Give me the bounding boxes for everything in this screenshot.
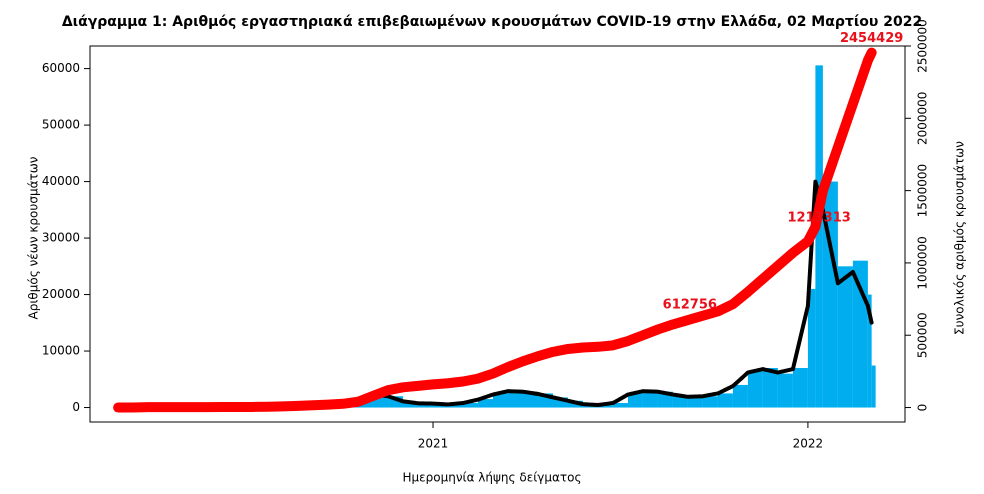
- bar: [733, 385, 748, 408]
- bar: [815, 65, 822, 407]
- x-tick-label: 2022: [793, 437, 824, 451]
- bar: [748, 371, 763, 408]
- plot-frame: [90, 46, 905, 422]
- bar: [853, 261, 868, 408]
- bar: [718, 393, 733, 407]
- y2-tick-label: 2500000: [916, 19, 930, 72]
- y2-tick-label: 1500000: [916, 164, 930, 217]
- y2-axis-label: Συνολικός αριθμός κρουσμάτων: [953, 141, 967, 335]
- y-tick-label: 0: [72, 400, 80, 414]
- y-tick-label: 50000: [42, 118, 80, 132]
- bar: [703, 396, 718, 407]
- y-tick-label: 20000: [42, 287, 80, 301]
- cumulative-line: [118, 53, 872, 408]
- x-axis-label: Ημερομηνία λήψης δείγματος: [402, 471, 581, 485]
- y2-tick-label: 500000: [916, 312, 930, 358]
- y2-tick-label: 0: [916, 404, 930, 412]
- bar: [793, 368, 808, 408]
- bar: [872, 366, 876, 408]
- x-tick-label: 2021: [418, 437, 449, 451]
- y-tick-label: 40000: [42, 174, 80, 188]
- bar: [778, 374, 793, 408]
- annotation: 612756: [663, 297, 717, 312]
- y-tick-label: 30000: [42, 231, 80, 245]
- y-tick-label: 10000: [42, 344, 80, 358]
- chart-title: Διάγραμμα 1: Αριθμός εργαστηριακά επιβεβ…: [62, 14, 922, 30]
- y-tick-label: 60000: [42, 61, 80, 75]
- annotation: 1213313: [787, 211, 850, 226]
- bar: [838, 266, 853, 407]
- y2-tick-label: 1000000: [916, 236, 930, 289]
- bar: [688, 397, 703, 407]
- annotation: 2454429: [840, 31, 903, 46]
- y2-tick-label: 2000000: [916, 92, 930, 145]
- y-axis-label: Αριθμός νέων κρουσμάτων: [27, 156, 41, 319]
